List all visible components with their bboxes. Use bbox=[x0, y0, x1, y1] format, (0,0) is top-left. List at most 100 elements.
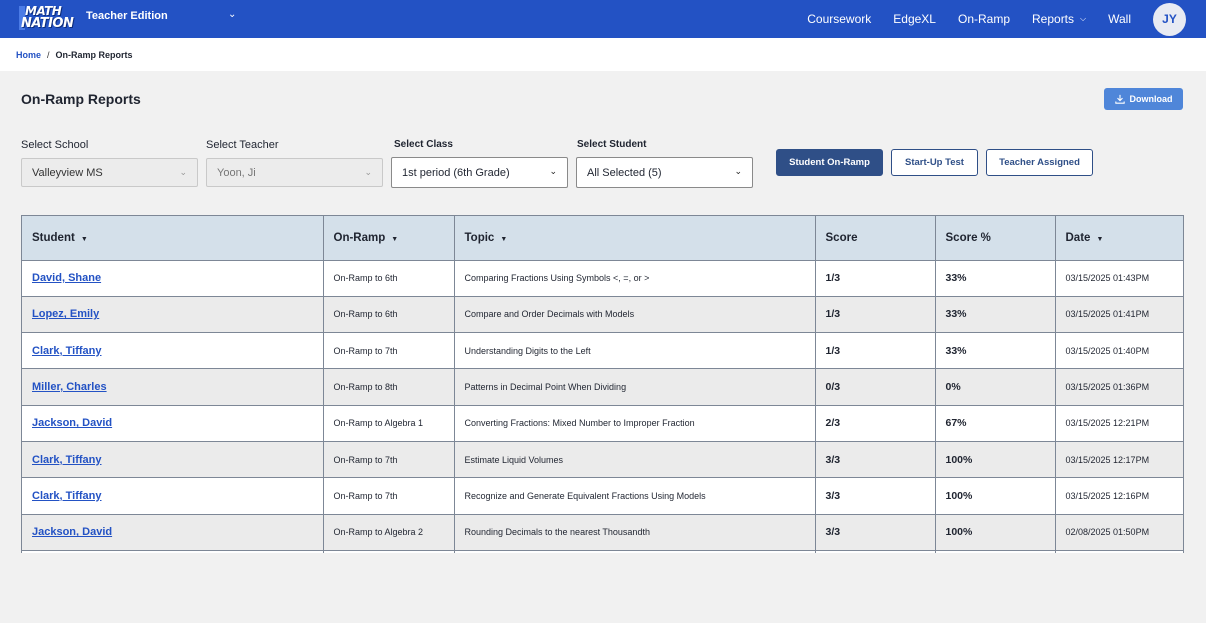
chevron-down-icon: ⌄ bbox=[179, 167, 187, 177]
student-link[interactable]: Clark, Tiffany bbox=[32, 344, 102, 357]
sort-down-icon: ▼ bbox=[1096, 235, 1104, 243]
breadcrumb-current: On-Ramp Reports bbox=[55, 50, 133, 60]
math-nation-logo[interactable]: MATH NATION bbox=[19, 2, 74, 36]
student-link[interactable]: Lopez, Emily bbox=[32, 308, 100, 321]
breadcrumb-home[interactable]: Home bbox=[16, 50, 42, 60]
breadcrumb: Home / On-Ramp Reports bbox=[16, 50, 133, 60]
cell-score: 0/3 bbox=[815, 368, 936, 406]
column-onramp[interactable]: On-Ramp ▼ bbox=[323, 216, 455, 261]
breadcrumb-bar: Home / On-Ramp Reports bbox=[0, 38, 1206, 71]
student-link[interactable]: Jackson, David bbox=[32, 526, 113, 539]
cell-score-pct: 33% bbox=[935, 296, 1056, 334]
cell-date: 03/15/2025 12:17PM bbox=[1055, 441, 1183, 479]
tab-startup-test[interactable]: Start-Up Test bbox=[891, 149, 978, 176]
cell-onramp: On-Ramp to 6th bbox=[323, 296, 455, 334]
cell-topic: Converting Fractions: Mixed Number to Im… bbox=[454, 405, 816, 442]
cell-score: 3/3 bbox=[815, 514, 936, 551]
student-label: Select Student bbox=[577, 139, 647, 150]
student-link[interactable]: Clark, Tiffany bbox=[32, 453, 102, 466]
student-link[interactable]: Miller, Charles bbox=[32, 381, 107, 394]
teacher-label: Select Teacher bbox=[206, 139, 279, 151]
sort-down-icon: ▼ bbox=[500, 235, 508, 243]
table-row: Miller, Charles On-Ramp to 8th Patterns … bbox=[22, 368, 1183, 406]
cell-student: David, Shane bbox=[22, 260, 324, 297]
table-row: David, Shane On-Ramp to 6th Comparing Fr… bbox=[22, 260, 1183, 297]
column-student[interactable]: Student ▼ bbox=[22, 216, 324, 261]
student-select[interactable]: All Selected (5) ⌄ bbox=[576, 157, 753, 188]
table-header-row: Student ▼ On-Ramp ▼ Topic ▼ Score Score % D… bbox=[22, 216, 1183, 261]
column-score: Score bbox=[815, 216, 936, 261]
logo-ribbon bbox=[19, 6, 25, 30]
cell-onramp: On-Ramp to 6th bbox=[323, 260, 455, 297]
nav-reports-label: Reports bbox=[1032, 12, 1075, 26]
cell-score-pct: 100% bbox=[935, 477, 1056, 515]
cell-student: Clark, Tiffany bbox=[22, 332, 324, 370]
sort-down-icon: ▼ bbox=[80, 235, 88, 243]
cell-score: 1/3 bbox=[815, 296, 936, 334]
cell-score: 1/3 bbox=[815, 332, 936, 370]
cell-student: Jackson, David bbox=[22, 514, 324, 551]
student-link[interactable]: Clark, Tiffany bbox=[32, 489, 102, 502]
class-label: Select Class bbox=[394, 139, 453, 150]
nav-onramp[interactable]: On-Ramp bbox=[957, 12, 1010, 26]
nav-edgexl[interactable]: EdgeXL bbox=[893, 12, 936, 26]
cell-student: Lopez, Emily bbox=[22, 296, 324, 334]
cell-score-pct: 67% bbox=[935, 405, 1056, 442]
cell-student: Clark, Tiffany bbox=[22, 477, 324, 515]
cell-student: Jackson, David bbox=[22, 405, 324, 442]
cell-date: 03/15/2025 12:21PM bbox=[1055, 405, 1183, 442]
column-topic[interactable]: Topic ▼ bbox=[454, 216, 816, 261]
nav-coursework[interactable]: Coursework bbox=[807, 12, 872, 26]
cell-topic: Understanding Digits to the Left bbox=[454, 332, 816, 370]
cell-student bbox=[22, 550, 324, 553]
column-topic-label: Topic bbox=[464, 231, 495, 244]
student-link[interactable]: David, Shane bbox=[32, 272, 102, 285]
cell-onramp: On-Ramp to 7th bbox=[323, 332, 455, 370]
table-row: Lopez, Emily On-Ramp to 6th Compare and … bbox=[22, 296, 1183, 334]
cell-onramp bbox=[323, 550, 455, 553]
column-date[interactable]: Date ▼ bbox=[1055, 216, 1183, 261]
chevron-down-icon: ⌵ bbox=[1080, 14, 1087, 23]
report-table: Student ▼ On-Ramp ▼ Topic ▼ Score Score % D… bbox=[21, 215, 1184, 553]
cell-score: 3/3 bbox=[815, 441, 936, 479]
download-icon bbox=[1114, 94, 1125, 104]
student-value: All Selected (5) bbox=[587, 166, 662, 179]
cell-score-pct: 100% bbox=[935, 514, 1056, 551]
cell-score-pct: 33% bbox=[935, 260, 1056, 297]
cell-topic: Compare and Order Decimals with Models bbox=[454, 296, 816, 334]
column-score-pct-label: Score % bbox=[945, 231, 991, 244]
class-select[interactable]: 1st period (6th Grade) ⌄ bbox=[391, 157, 568, 188]
cell-date: 02/08/2025 01:50PM bbox=[1055, 514, 1183, 551]
cell-onramp: On-Ramp to 7th bbox=[323, 441, 455, 479]
cell-score-pct: 33% bbox=[935, 332, 1056, 370]
tab-student-onramp[interactable]: Student On-Ramp bbox=[776, 149, 883, 176]
logo-line-2: NATION bbox=[21, 16, 74, 31]
cell-score-pct bbox=[935, 550, 1056, 553]
teacher-value: Yoon, Ji bbox=[217, 166, 256, 179]
cell-date: 03/15/2025 12:16PM bbox=[1055, 477, 1183, 515]
avatar[interactable]: JY bbox=[1153, 2, 1186, 36]
teacher-select[interactable]: Yoon, Ji ⌄ bbox=[206, 158, 383, 187]
column-date-label: Date bbox=[1065, 231, 1091, 244]
nav-wall[interactable]: Wall bbox=[1108, 12, 1131, 26]
table-row: Clark, Tiffany On-Ramp to 7th Understand… bbox=[22, 332, 1183, 370]
cell-date: 03/15/2025 01:36PM bbox=[1055, 368, 1183, 406]
school-value: Valleyview MS bbox=[32, 166, 103, 179]
cell-score bbox=[815, 550, 936, 553]
cell-date bbox=[1055, 550, 1183, 553]
chevron-down-icon[interactable]: ⌄ bbox=[228, 9, 237, 20]
logo-line-1: MATH bbox=[25, 4, 62, 18]
table-row: Clark, Tiffany On-Ramp to 7th Estimate L… bbox=[22, 441, 1183, 479]
cell-topic: Estimate Liquid Volumes bbox=[454, 441, 816, 479]
column-score-pct: Score % bbox=[935, 216, 1056, 261]
nav-reports[interactable]: Reports ⌵ bbox=[1032, 12, 1086, 26]
tab-teacher-assigned[interactable]: Teacher Assigned bbox=[986, 149, 1093, 176]
breadcrumb-separator: / bbox=[47, 50, 50, 60]
school-select[interactable]: Valleyview MS ⌄ bbox=[21, 158, 198, 187]
cell-date: 03/15/2025 01:40PM bbox=[1055, 332, 1183, 370]
student-link[interactable]: Jackson, David bbox=[32, 417, 113, 430]
download-button[interactable]: Download bbox=[1104, 88, 1183, 110]
cell-score: 2/3 bbox=[815, 405, 936, 442]
edition-label[interactable]: Teacher Edition bbox=[86, 10, 168, 22]
cell-date: 03/15/2025 01:41PM bbox=[1055, 296, 1183, 334]
